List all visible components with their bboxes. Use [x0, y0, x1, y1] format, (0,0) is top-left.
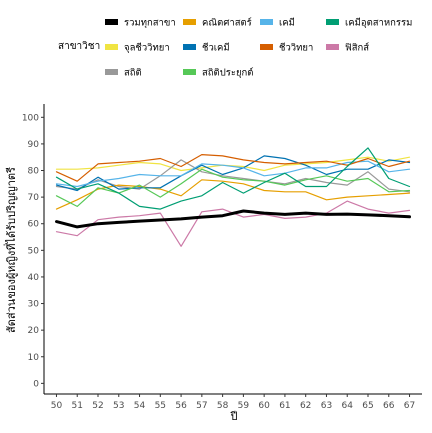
series-lines [55, 147, 411, 247]
legend-swatch [105, 69, 118, 75]
legend-swatch [260, 19, 273, 25]
x-tick-label: 62 [300, 401, 311, 411]
series-line [55, 209, 411, 229]
legend-swatch [326, 44, 339, 50]
series-line [55, 179, 411, 210]
x-tick-label: 63 [321, 401, 332, 411]
series-line [55, 160, 411, 188]
x-tick-label: 59 [238, 401, 250, 411]
x-tick-label: 66 [383, 401, 395, 411]
legend-swatch [183, 69, 196, 75]
y-tick-label: 80 [28, 167, 40, 177]
x-axis-title: ปี [229, 410, 237, 423]
y-tick-label: 20 [28, 326, 40, 336]
legend-title: สาขาวิชา [58, 41, 100, 52]
x-tick-label: 54 [134, 401, 146, 411]
legend: สาขาวิชา รวมทุกสาขา คณิตศาสตร์ เคมี เคมีอุตส… [58, 17, 412, 79]
x-tick-label: 61 [279, 401, 290, 411]
x-tick-label: 60 [258, 401, 270, 411]
x-tick-label: 50 [51, 401, 63, 411]
x-tick-label: 67 [404, 401, 415, 411]
legend-swatch [183, 44, 196, 50]
legend-swatch [183, 19, 196, 25]
y-tick-label: 30 [28, 300, 40, 310]
x-tick-label: 51 [72, 401, 83, 411]
legend-label: เคมีอุตสาหกรรม [345, 17, 412, 29]
legend-label: สถิติ [124, 68, 142, 79]
y-tick-label: 100 [22, 113, 39, 123]
legend-swatch [326, 19, 339, 25]
y-tick-label: 70 [28, 193, 40, 203]
x-tick-label: 65 [362, 401, 373, 411]
series-line [55, 168, 411, 207]
legend-label: จุลชีววิทยา [124, 42, 170, 54]
series-line [55, 156, 411, 172]
legend-swatch [260, 44, 273, 50]
y-tick-label: 50 [28, 246, 40, 256]
y-tick-label: 10 [28, 353, 40, 363]
legend-label: คณิตศาสตร์ [202, 17, 252, 29]
series-line [55, 155, 411, 192]
legend-label: ฟิสิกส์ [345, 42, 370, 54]
axes: 0 10 20 30 40 50 60 70 80 90 100 50 51 52 53 54 55 56 57 58… [22, 104, 422, 411]
y-tick-label: 60 [28, 220, 40, 230]
y-tick-label: 0 [33, 379, 39, 389]
y-tick-label: 90 [28, 140, 40, 150]
legend-label: เคมี [279, 17, 295, 29]
legend-label: ชีวเคมี [202, 42, 230, 54]
series-line [55, 147, 411, 210]
legend-swatch [105, 19, 118, 25]
x-tick-label: 53 [113, 401, 124, 411]
x-tick-label: 52 [92, 401, 103, 411]
x-tick-label: 64 [342, 401, 354, 411]
y-axis-title: สัดส่วนของผู้หญิงที่ได้รับปริญญาตรี [3, 167, 18, 333]
x-tick-label: 57 [196, 401, 207, 411]
y-tick-label: 40 [28, 273, 40, 283]
x-tick-label: 58 [217, 401, 229, 411]
x-tick-label: 56 [175, 401, 187, 411]
x-tick-label: 55 [155, 401, 166, 411]
legend-swatch [105, 44, 118, 50]
legend-label: สถิติประยุกต์ [202, 67, 253, 79]
legend-label: รวมทุกสาขา [124, 18, 176, 29]
legend-label: ชีววิทยา [279, 42, 313, 54]
